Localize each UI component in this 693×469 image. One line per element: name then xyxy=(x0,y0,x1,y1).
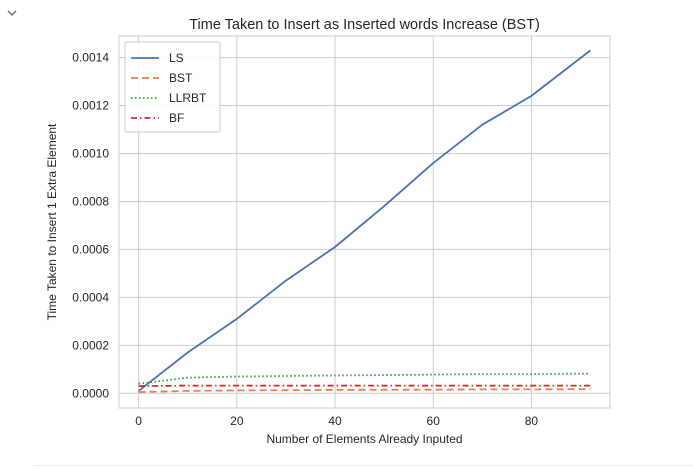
series-line-bf xyxy=(138,384,591,387)
legend-box xyxy=(124,41,221,133)
x-tick-label: 40 xyxy=(328,414,342,428)
chart-title: Time Taken to Insert as Inserted words I… xyxy=(189,17,540,33)
y-tick-label: 0.0002 xyxy=(72,338,109,352)
y-tick-label: 0.0004 xyxy=(72,290,109,304)
series-line-ls xyxy=(138,49,591,392)
x-axis-label: Number of Elements Already Inputed xyxy=(266,432,462,446)
y-tick-label: 0.0000 xyxy=(72,386,109,400)
chevron-down-icon[interactable] xyxy=(5,6,19,20)
x-tick-label: 20 xyxy=(230,414,244,428)
series-line-llrbt xyxy=(138,372,591,385)
y-tick-label: 0.0012 xyxy=(72,99,109,113)
legend-label-ls: LS xyxy=(169,51,184,65)
y-tick-label: 0.0008 xyxy=(72,194,109,208)
series-line-bst xyxy=(138,388,591,393)
legend-label-bf: BF xyxy=(169,111,184,125)
x-tick-label: 80 xyxy=(525,414,539,428)
y-tick-label: 0.0014 xyxy=(72,51,109,65)
y-tick-label: 0.0006 xyxy=(72,242,109,256)
y-tick-label: 0.0010 xyxy=(72,146,109,160)
legend-label-bst: BST xyxy=(169,71,193,85)
y-axis-label: Time Taken to Insert 1 Extra Element xyxy=(45,123,59,320)
legend: LS BST LLRBT BF xyxy=(124,41,221,133)
x-tick-label: 60 xyxy=(427,414,441,428)
legend-label-llrbt: LLRBT xyxy=(169,91,207,105)
cell-divider xyxy=(35,465,693,466)
x-tick-label: 0 xyxy=(135,414,142,428)
